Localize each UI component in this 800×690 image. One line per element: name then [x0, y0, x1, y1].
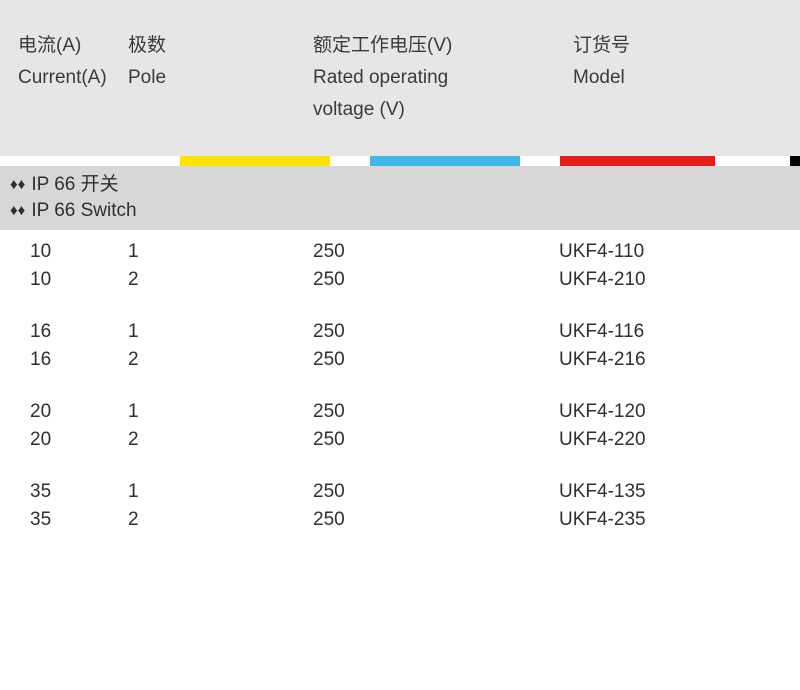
section-title-en: IP 66 Switch — [31, 198, 136, 224]
row-group: 201250UKF4-120202250UKF4-220 — [30, 398, 800, 454]
cell-current: 16 — [30, 318, 128, 346]
header-pole-zh: 极数 — [128, 30, 313, 62]
table-row: 102250UKF4-210 — [30, 266, 800, 294]
cell-model: UKF4-235 — [559, 506, 759, 534]
section-band: ♦♦ IP 66 开关 ♦♦ IP 66 Switch — [0, 166, 800, 230]
cell-current: 10 — [30, 266, 128, 294]
row-group: 101250UKF4-110102250UKF4-210 — [30, 238, 800, 294]
cell-current: 16 — [30, 346, 128, 374]
data-area: 101250UKF4-110102250UKF4-210161250UKF4-1… — [0, 230, 800, 534]
table-row: 202250UKF4-220 — [30, 426, 800, 454]
table-row: 161250UKF4-116 — [30, 318, 800, 346]
cell-voltage: 250 — [313, 506, 559, 534]
cell-voltage: 250 — [313, 238, 559, 266]
cell-model: UKF4-216 — [559, 346, 759, 374]
color-strip-segment — [180, 156, 330, 166]
cell-pole: 2 — [128, 506, 313, 534]
section-title-zh: IP 66 开关 — [31, 172, 118, 198]
table-header: 电流(A) Current(A) 极数 Pole 额定工作电压(V) Rated… — [0, 0, 800, 156]
cell-model: UKF4-120 — [559, 398, 759, 426]
color-strip-segment — [560, 156, 715, 166]
cell-current: 35 — [30, 506, 128, 534]
row-group: 161250UKF4-116162250UKF4-216 — [30, 318, 800, 374]
color-strip-segment — [790, 156, 800, 166]
cell-model: UKF4-110 — [559, 238, 759, 266]
cell-pole: 1 — [128, 318, 313, 346]
cell-pole: 1 — [128, 398, 313, 426]
cell-current: 10 — [30, 238, 128, 266]
drops-icon: ♦♦ — [10, 172, 25, 198]
cell-voltage: 250 — [313, 478, 559, 506]
color-strip-segment — [370, 156, 520, 166]
drops-icon: ♦♦ — [10, 198, 25, 224]
cell-voltage: 250 — [313, 398, 559, 426]
cell-pole: 1 — [128, 238, 313, 266]
cell-model: UKF4-116 — [559, 318, 759, 346]
cell-current: 20 — [30, 398, 128, 426]
cell-model: UKF4-220 — [559, 426, 759, 454]
table-row: 201250UKF4-120 — [30, 398, 800, 426]
header-current-zh: 电流(A) — [18, 30, 128, 62]
cell-voltage: 250 — [313, 266, 559, 294]
header-voltage-en1: Rated operating — [313, 62, 573, 94]
cell-pole: 2 — [128, 426, 313, 454]
table-row: 101250UKF4-110 — [30, 238, 800, 266]
cell-pole: 2 — [128, 346, 313, 374]
cell-model: UKF4-210 — [559, 266, 759, 294]
header-current-en: Current(A) — [18, 62, 128, 94]
cell-current: 35 — [30, 478, 128, 506]
cell-pole: 1 — [128, 478, 313, 506]
table-row: 162250UKF4-216 — [30, 346, 800, 374]
header-model-zh: 订货号 — [573, 30, 773, 62]
header-pole-en: Pole — [128, 62, 313, 94]
cell-voltage: 250 — [313, 346, 559, 374]
cell-voltage: 250 — [313, 426, 559, 454]
color-strip — [0, 156, 800, 166]
header-voltage-zh: 额定工作电压(V) — [313, 30, 573, 62]
cell-voltage: 250 — [313, 318, 559, 346]
row-group: 351250UKF4-135352250UKF4-235 — [30, 478, 800, 534]
header-voltage-en2: voltage (V) — [313, 94, 573, 126]
cell-current: 20 — [30, 426, 128, 454]
cell-pole: 2 — [128, 266, 313, 294]
cell-model: UKF4-135 — [559, 478, 759, 506]
header-model-en: Model — [573, 62, 773, 94]
table-row: 351250UKF4-135 — [30, 478, 800, 506]
table-row: 352250UKF4-235 — [30, 506, 800, 534]
